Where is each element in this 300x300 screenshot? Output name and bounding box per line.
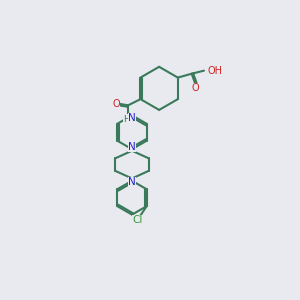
Text: N: N [128,142,136,152]
Text: H: H [123,115,130,124]
Text: O: O [192,83,199,93]
Text: N: N [128,177,136,187]
Text: Cl: Cl [132,215,142,225]
Text: N: N [128,113,136,123]
Text: O: O [112,99,120,109]
Text: OH: OH [207,66,222,76]
